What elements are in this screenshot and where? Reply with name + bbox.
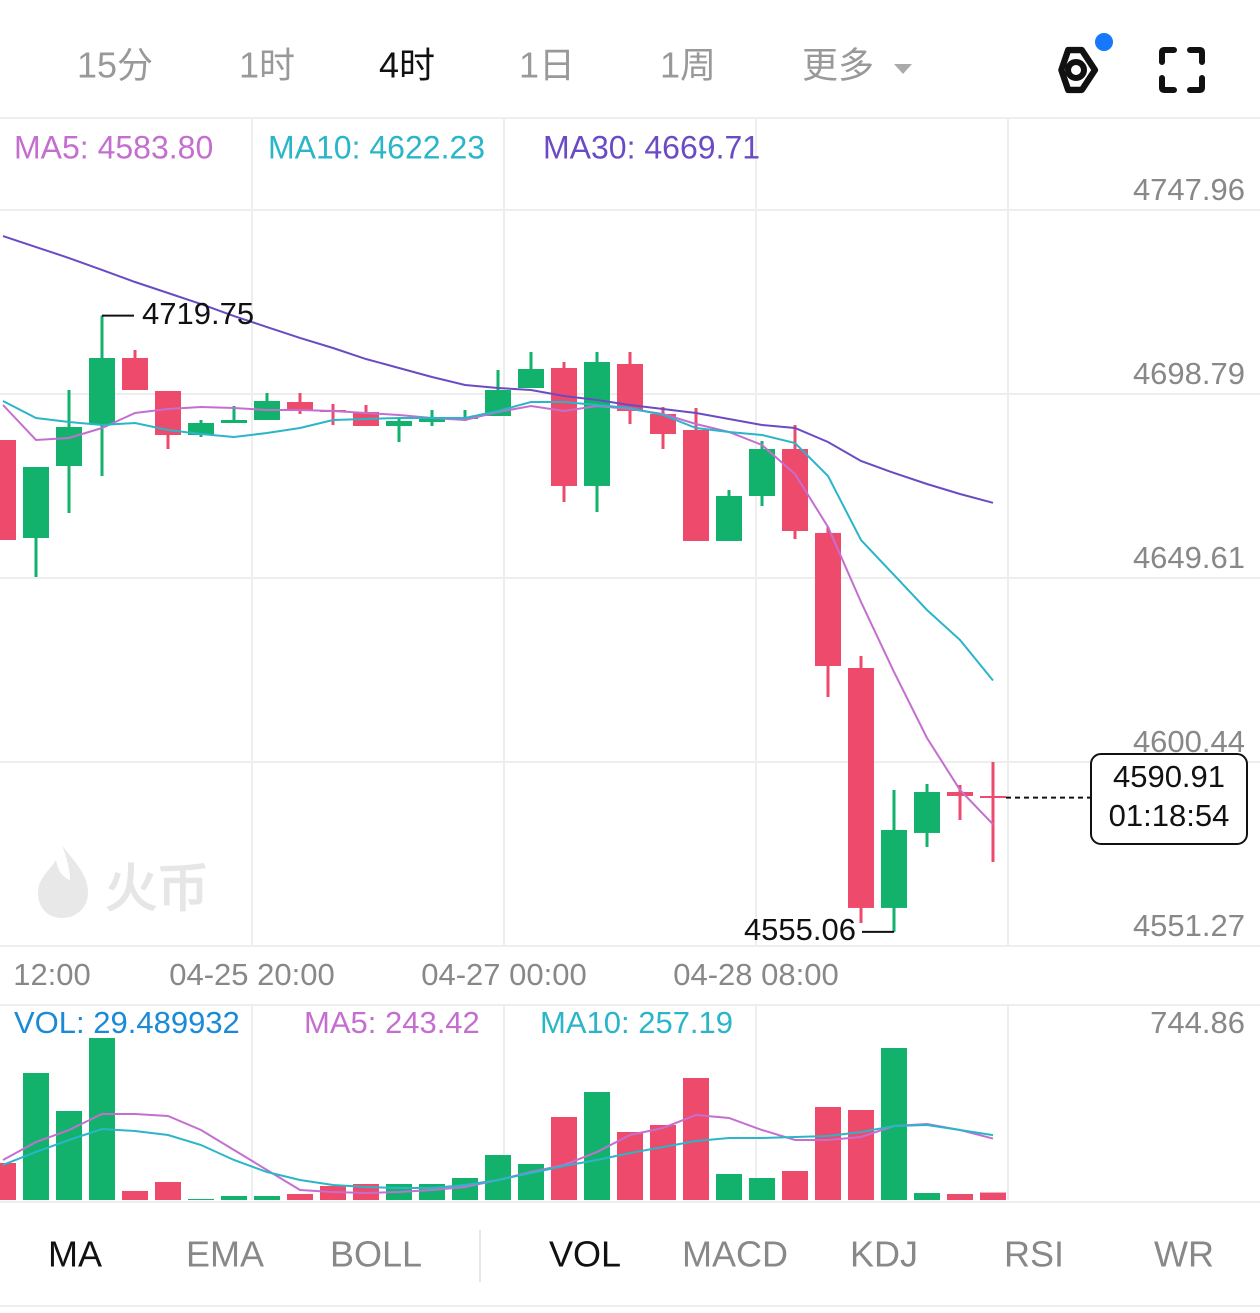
volume-bar [881,1048,907,1200]
last-price-box [1090,753,1248,845]
volume-bar [815,1106,841,1200]
settings-icon[interactable] [1058,33,1113,94]
candle-body [815,532,841,666]
fullscreen-icon[interactable] [1159,47,1205,93]
volume-bar [617,1132,643,1200]
candle-body [584,362,610,486]
x-tick-label: 04-28 08:00 [673,957,838,992]
volume-bar [23,1072,49,1200]
volume-bar [683,1077,709,1200]
candle-body [386,420,412,426]
last-price: 4590.91 [1113,759,1225,794]
volume-bar [0,1162,16,1200]
candle-body [980,795,1006,798]
volume-bar [914,1193,940,1200]
indicator-tab[interactable]: BOLL [330,1234,422,1275]
watermark-logo [38,845,88,918]
candle-body [881,829,907,908]
volume-bar [782,1170,808,1200]
y-tick-label: 4698.79 [1133,356,1245,391]
volume-bar [848,1109,874,1200]
candle-body [650,413,676,435]
volume-bar [716,1174,742,1200]
x-tick-label: 04-25 20:00 [169,957,334,992]
legend-entry: MA10: 4622.23 [268,129,485,165]
volume-bar [155,1182,181,1200]
indicator-tab[interactable]: VOL [549,1234,621,1275]
y-tick-label: 4747.96 [1133,172,1245,207]
volume-bar [980,1192,1006,1200]
legend-entry: MA5: 243.42 [304,1005,480,1040]
candle-body [287,402,313,411]
countdown: 01:18:54 [1109,798,1230,833]
ma-line [2,400,994,682]
low-label: 4555.06 [744,912,856,947]
timeframe-tab[interactable]: 1时 [239,45,295,86]
indicator-tab[interactable]: MACD [682,1234,788,1275]
volume-bar [221,1196,247,1200]
candle-body [848,667,874,908]
indicator-tab[interactable]: MA [48,1234,102,1275]
y-tick-label: 4649.61 [1133,540,1245,575]
y-tick-label: 744.86 [1150,1005,1245,1040]
dropdown-arrow[interactable] [894,64,912,74]
timeframe-tab[interactable]: 1周 [660,45,716,86]
candle-body [122,358,148,390]
legend-entry: VOL: 29.489932 [14,1005,240,1040]
volume-bar [254,1196,280,1200]
volume-bar [947,1193,973,1200]
timeframe-tab[interactable]: 4时 [379,45,435,86]
candle-body [0,439,16,541]
candle-body [782,449,808,531]
x-tick-label: 12:00 [13,957,91,992]
volume-bar [56,1111,82,1200]
volume-bar [584,1091,610,1200]
indicator-tab[interactable]: RSI [1004,1234,1064,1275]
ma-line [2,235,994,504]
legend-entry: MA30: 4669.71 [543,129,760,165]
candle-body [749,449,775,497]
timeframe-tab[interactable]: 1日 [519,45,575,86]
candle-body [551,367,577,486]
legend-entry: MA5: 4583.80 [14,129,213,165]
candle-body [419,418,445,422]
watermark: 火币 [105,861,209,919]
volume-bar [287,1193,313,1200]
high-label: 4719.75 [142,296,254,331]
candle-body [914,791,940,833]
indicator-tab[interactable]: EMA [186,1234,264,1275]
timeframe-tab[interactable]: 更多 [802,45,874,86]
candle-body [518,369,544,389]
x-tick-label: 04-27 00:00 [421,957,586,992]
legend-entry: MA10: 257.19 [540,1005,733,1040]
indicator-tab[interactable]: WR [1154,1234,1214,1275]
volume-bar [749,1177,775,1200]
timeframe-tab[interactable]: 15分 [77,45,153,86]
candle-body [716,496,742,541]
y-tick-label: 4551.27 [1133,908,1245,943]
volume-bar [551,1117,577,1200]
volume-bar [122,1190,148,1200]
volume-bar [188,1198,214,1200]
candle-body [947,791,973,796]
volume-ma-line [2,1123,994,1190]
candle-body [221,420,247,423]
candle-body [89,358,115,425]
candle-body [188,422,214,436]
indicator-tab[interactable]: KDJ [850,1234,918,1275]
volume-bar [452,1177,478,1200]
candle-body [23,467,49,538]
candle-body [56,427,82,466]
candle-body [683,429,709,541]
volume-bar [650,1124,676,1200]
